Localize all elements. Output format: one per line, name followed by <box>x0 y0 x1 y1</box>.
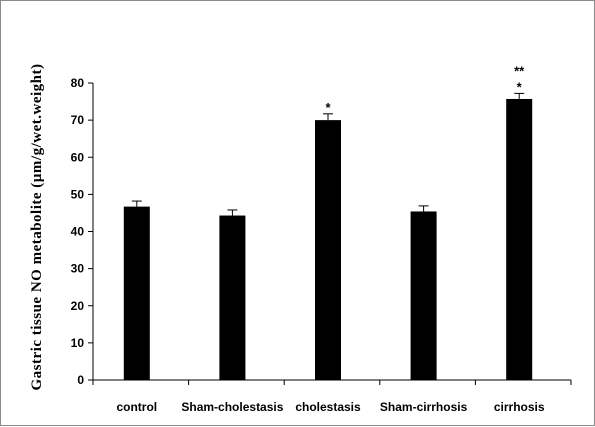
y-tick-label: 0 <box>77 373 84 387</box>
bar-sham-cholestasis <box>219 215 246 380</box>
y-axis-title: Gastric tissue NO metabolite (µm/g/wet.w… <box>29 64 45 391</box>
significance-marker: * <box>325 100 331 115</box>
y-tick-label: 10 <box>71 336 85 350</box>
y-tick-label: 20 <box>71 299 85 313</box>
y-tick-label: 30 <box>71 262 85 276</box>
x-tick-label: cirrhosis <box>494 400 545 414</box>
y-tick-label: 60 <box>71 150 85 164</box>
bars: **** <box>123 63 533 381</box>
bar-sham-cirrhosis <box>410 211 437 380</box>
y-tick-label: 50 <box>71 187 85 201</box>
bar-cirrhosis <box>506 98 533 381</box>
x-tick-label: Sham-cirrhosis <box>380 400 468 414</box>
y-tick-label: 70 <box>71 113 85 127</box>
axes: 0 10 20 30 40 50 60 70 80 control Sham-cholestasis… <box>71 76 572 414</box>
bar-cholestasis <box>315 120 341 380</box>
significance-marker: ** <box>514 63 525 78</box>
significance-marker: * <box>517 79 523 94</box>
x-tick-label: cholestasis <box>295 400 361 414</box>
y-tick-label: 80 <box>71 76 85 90</box>
x-tick-label: control <box>116 400 157 414</box>
y-tick-label: 40 <box>71 225 85 239</box>
bar-control <box>123 206 150 380</box>
x-tick-label: Sham-cholestasis <box>181 400 283 414</box>
